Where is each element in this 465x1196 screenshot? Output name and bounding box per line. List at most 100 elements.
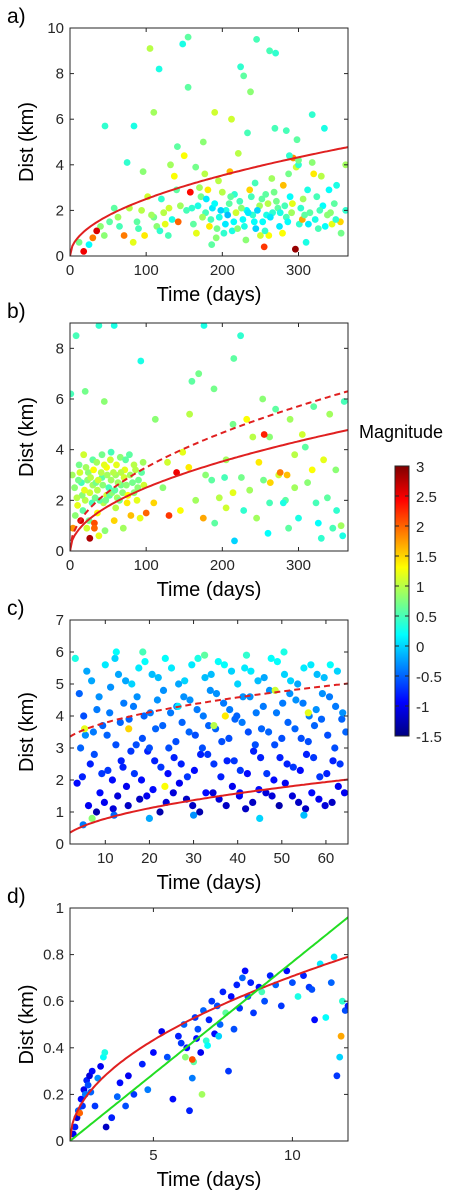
data-point [310,754,318,762]
data-point [225,200,233,208]
data-point [177,760,185,768]
data-point [123,481,130,489]
data-point [308,466,316,474]
data-point [167,664,176,672]
data-point [204,186,212,194]
axes-frame [69,907,349,1142]
colorbar-tick-label: 2.5 [416,489,437,506]
data-point [263,770,271,778]
data-point [308,986,316,993]
data-point [302,238,310,246]
data-point [93,227,101,235]
data-point [283,760,291,768]
data-point [230,355,238,362]
x-axis-label: Time (days) [157,872,262,894]
data-point [135,664,143,672]
data-point [114,213,122,221]
data-point [300,972,307,979]
fit-curve [70,390,348,551]
data-point [79,507,87,514]
data-point [127,747,135,755]
data-point [151,757,159,765]
data-point [159,484,167,492]
y-axis-label: Dist (km) [16,397,38,477]
data-point [80,451,88,459]
data-point [154,674,162,682]
data-point [152,725,160,733]
data-point [116,1079,124,1087]
data-point [328,220,336,228]
x-tick-label: 200 [210,557,235,574]
data-point [132,741,140,749]
data-point [304,738,312,746]
x-tick-label: 20 [141,850,158,867]
data-point [101,1049,109,1056]
data-point [276,209,284,217]
data-point [228,115,235,123]
data-point [321,124,328,132]
data-point [136,514,144,522]
data-point [340,398,348,405]
data-point [311,216,319,223]
data-point [338,715,346,723]
data-point [285,524,292,532]
fit-curve [70,146,348,256]
data-point [324,731,332,739]
data-point [266,479,274,486]
data-point [137,776,146,784]
data-point [286,690,294,698]
data-point [86,760,94,768]
data-point [106,709,114,717]
data-point [206,686,214,695]
data-point [196,808,204,816]
data-point [336,1053,344,1061]
data-point [239,974,246,982]
y-tick-label: 0 [56,836,64,853]
data-point [198,744,206,752]
data-point [329,757,337,765]
data-point [75,461,83,469]
data-point [124,1072,132,1080]
data-point [73,779,81,787]
data-point [230,1025,238,1033]
data-point [277,1002,285,1010]
data-point [159,686,168,695]
data-point [247,979,255,986]
data-point [238,718,246,727]
colorbar-tick-label: -0.5 [416,669,442,686]
data-point [201,674,209,682]
data-point [220,229,228,237]
colorbar-tick-label: 0.5 [416,609,437,626]
data-point [189,802,197,810]
data-point [268,175,276,182]
data-point [98,451,106,459]
data-point [224,211,232,219]
data-point [304,186,311,194]
data-point [78,773,86,781]
data-point [307,661,315,669]
data-point [327,209,334,217]
data-point [127,512,135,519]
data-point [237,63,245,71]
data-point [321,223,329,230]
data-point [229,489,237,497]
data-point [218,738,226,746]
data-point [225,734,233,743]
data-point [332,216,340,223]
data-point [145,814,153,823]
data-point [116,453,124,461]
data-point [101,527,109,535]
data-point [240,507,248,514]
data-point [317,715,326,723]
data-point [129,479,136,486]
data-point [227,993,235,1000]
data-point [91,524,98,532]
data-point [291,725,299,733]
data-point [197,193,205,201]
y-tick-label: 4 [56,442,64,459]
data-point [130,770,138,778]
data-point [186,696,194,704]
data-point [81,388,89,395]
data-point [257,754,265,762]
